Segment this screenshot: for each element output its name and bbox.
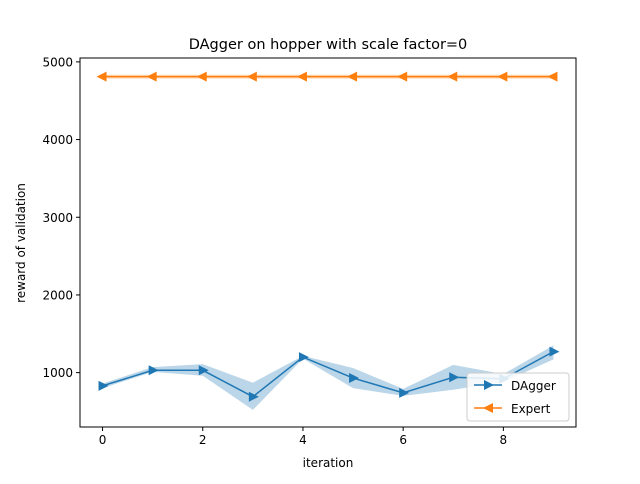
y-tick-label: 1000 [42,366,73,380]
x-tick-label: 8 [500,433,508,447]
data-point-dagger [549,346,560,357]
legend: DAgger Expert [466,372,570,422]
data-point-expert [196,71,207,82]
x-tick-label: 2 [199,433,207,447]
data-point-dagger [248,391,259,402]
legend-label-dagger: DAgger [511,379,556,393]
data-point-dagger [148,365,159,376]
data-point-dagger [298,352,309,363]
data-point-dagger [449,372,460,383]
data-point-expert [497,71,508,82]
y-tick-label: 4000 [42,133,73,147]
x-axis-label: iteration [303,456,354,470]
data-point-dagger [98,380,109,391]
data-point-expert [146,71,157,82]
x-tick-label: 0 [99,433,107,447]
x-axis-ticks: 0 2 4 6 8 [99,427,507,447]
y-tick-label: 3000 [42,211,73,225]
data-point-expert [296,71,307,82]
series-markers [96,71,560,402]
data-point-dagger [399,387,410,398]
data-point-expert [547,71,558,82]
data-point-expert [96,71,107,82]
data-point-dagger [349,373,360,384]
data-point-expert [447,71,458,82]
data-point-expert [397,71,408,82]
y-axis-ticks: 1000 2000 3000 4000 5000 [42,55,80,380]
legend-label-expert: Expert [511,402,551,416]
legend-marker-expert [483,403,493,413]
x-tick-label: 6 [399,433,407,447]
y-tick-label: 2000 [42,288,73,302]
legend-marker-dagger [484,380,494,390]
chart-title: DAgger on hopper with scale factor=0 [189,37,468,53]
data-point-expert [347,71,358,82]
data-point-dagger [198,365,209,376]
plot-frame [79,57,577,428]
x-tick-label: 4 [299,433,307,447]
y-axis-label: reward of validation [14,183,28,303]
data-point-expert [246,71,257,82]
y-tick-label: 5000 [42,55,73,69]
